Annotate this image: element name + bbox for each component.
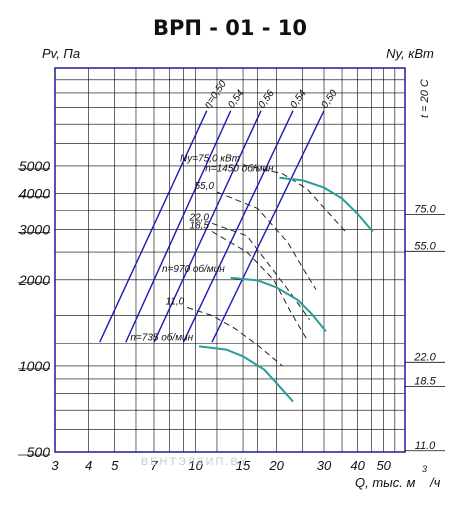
efficiency-label: 0,54 <box>226 88 246 111</box>
power-scale-labels: 75.0 55.0 22.0 18.5 11.0 <box>405 203 445 452</box>
y-axis-label-right: Ny, кВт <box>386 46 434 61</box>
x-tick-label: 50 <box>376 458 391 473</box>
efficiency-label: 0,54 <box>288 88 308 111</box>
x-tick-label: 30 <box>317 458 332 473</box>
power-curve <box>211 222 310 320</box>
efficiency-line <box>99 110 208 343</box>
y-axis-label-left: Pv, Па <box>42 46 80 61</box>
power-scale-label: 55.0 <box>414 240 436 252</box>
x-tick-label: 4 <box>85 458 92 473</box>
power-curve <box>187 307 283 367</box>
power-label: 55,0 <box>194 181 214 192</box>
power-scale-label: 18.5 <box>414 375 436 387</box>
power-scale-label: 22.0 <box>413 351 436 363</box>
watermark: ВЕНТЭЛЗИП.BY <box>141 456 249 468</box>
pressure-curve <box>198 345 294 403</box>
speed-label: n=970 об/мин <box>162 263 225 275</box>
y-tick-label: 4000 <box>19 186 50 202</box>
x-tick-label: 15 <box>236 458 251 473</box>
efficiency-lines <box>99 110 325 343</box>
power-label: 22,0 <box>189 212 210 223</box>
power-scale-label: 11.0 <box>415 440 436 452</box>
y-tick-label: 2000 <box>18 272 50 288</box>
x-tick-labels: 3 4 5 7 10 15 20 30 40 50 <box>51 458 391 473</box>
efficiency-line <box>125 110 232 343</box>
temperature-label: t = 20 С <box>419 79 431 118</box>
power-label: 18,5 <box>190 220 210 231</box>
x-tick-label: 40 <box>350 458 365 473</box>
power-scale-label: 75.0 <box>414 203 436 215</box>
curve-labels: n=1450 об/мин n=970 об/мин n=735 об/мин Ny=… <box>130 78 340 343</box>
x-axis-label-exponent: 3 <box>422 464 427 474</box>
power-curve <box>211 231 308 341</box>
x-tick-label: 10 <box>188 458 203 473</box>
efficiency-label: η=0,50 <box>202 78 229 110</box>
x-tick-label: 3 <box>51 458 59 473</box>
speed-label: n=1450 об/мин <box>205 163 274 175</box>
efficiency-label: 0,56 <box>256 88 276 111</box>
x-tick-label: 5 <box>111 458 119 473</box>
speed-label: n=735 об/мин <box>130 331 193 343</box>
efficiency-label: 0,50 <box>319 88 339 111</box>
grid <box>55 68 405 452</box>
efficiency-line <box>153 110 262 343</box>
y-tick-label: 3000 <box>19 221 50 237</box>
pressure-curves <box>198 176 374 403</box>
power-label: Ny=75,0 кВт <box>180 154 240 165</box>
x-axis-label: Q, тыс. м <box>355 475 415 490</box>
efficiency-line <box>211 110 325 343</box>
efficiency-line <box>182 110 294 343</box>
y-tick-labels: 500 1000 2000 3000 4000 5000 <box>18 158 50 460</box>
pressure-curve <box>230 276 327 333</box>
power-curve <box>242 164 346 232</box>
pressure-curve <box>279 176 374 233</box>
x-tick-label: 7 <box>150 458 158 473</box>
x-tick-label: 20 <box>268 458 284 473</box>
plot-frame <box>54 67 406 453</box>
y-tick-label: 1000 <box>19 358 50 374</box>
power-label: 11,0 <box>165 297 184 308</box>
y-tick-label: 5000 <box>19 158 50 174</box>
chart-title: ВРП - 01 - 10 <box>153 16 307 40</box>
y-tick-label: 500 <box>27 444 51 460</box>
x-axis-label-unit: /ч <box>429 475 441 490</box>
